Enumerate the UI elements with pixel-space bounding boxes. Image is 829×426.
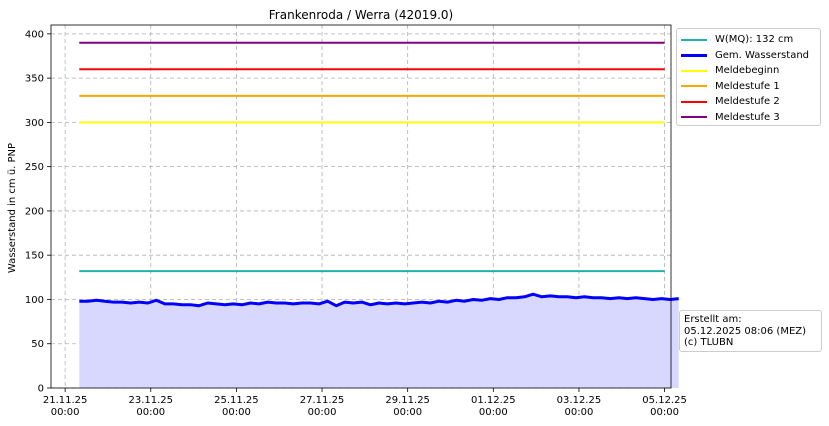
- y-tick-label: 0: [38, 384, 44, 395]
- y-tick-label: 50: [31, 339, 44, 350]
- x-tick-time: 00:00: [136, 407, 165, 418]
- legend-item: Gem. Wasserstand: [681, 49, 809, 62]
- copyright: (c) TLUBN: [684, 337, 734, 348]
- x-tick-time: 00:00: [308, 407, 337, 418]
- x-tick-time: 00:00: [565, 407, 594, 418]
- x-tick-date: 03.12.25: [557, 395, 602, 406]
- legend-swatch: [681, 69, 707, 72]
- x-tick-date: 23.11.25: [128, 395, 173, 406]
- x-tick-date: 01.12.25: [471, 395, 516, 406]
- legend-label: Gem. Wasserstand: [715, 49, 810, 61]
- x-tick-time: 00:00: [51, 407, 80, 418]
- x-tick-time: 00:00: [650, 407, 679, 418]
- created-timestamp: 05.12.2025 08:06 (MEZ): [684, 325, 807, 337]
- y-tick-label: 300: [25, 118, 44, 129]
- y-tick-label: 100: [25, 295, 44, 306]
- y-tick-label: 150: [25, 251, 44, 262]
- info-box: Erstellt am: 05.12.2025 08:06 (MEZ) (c) …: [679, 310, 822, 352]
- x-tick-date: 29.11.25: [385, 395, 430, 406]
- x-tick-date: 27.11.25: [300, 395, 345, 406]
- x-tick-date: 21.11.25: [43, 395, 88, 406]
- y-tick-label: 200: [25, 206, 44, 217]
- y-tick-label: 350: [25, 74, 44, 85]
- chart-title: Frankenroda / Werra (42019.0): [269, 8, 453, 22]
- legend-item: W(MQ): 132 cm: [681, 33, 793, 46]
- legend-swatch: [681, 116, 707, 118]
- y-ticks: 0 50 100 150 200 250 300 350 400: [25, 29, 51, 395]
- series-line-0: [79, 292, 679, 308]
- legend-item: Meldestufe 1: [681, 80, 780, 93]
- legend: W(MQ): 132 cm Gem. Wasserstand Meldebeginn…: [676, 28, 821, 126]
- legend-label: Meldestufe 2: [715, 96, 780, 107]
- legend-swatch: [681, 85, 707, 87]
- threshold-lines: [79, 41, 665, 273]
- legend-swatch: [681, 53, 707, 57]
- series-area-0: [79, 294, 679, 388]
- plot-frame: [50, 24, 672, 389]
- series-lines: [79, 292, 679, 308]
- legend-item: Meldestufe 2: [681, 95, 780, 108]
- legend-label: Meldestufe 3: [715, 111, 780, 123]
- x-tick-time: 00:00: [393, 407, 422, 418]
- y-tick-label: 250: [25, 162, 44, 173]
- legend-swatch: [681, 100, 707, 103]
- legend-item: Meldebeginn: [681, 64, 779, 77]
- legend-label: W(MQ): 132 cm: [715, 34, 794, 45]
- x-tick-time: 00:00: [479, 407, 508, 418]
- legend-item: Meldestufe 3: [681, 111, 780, 124]
- legend-label: Meldebeginn: [715, 65, 780, 76]
- x-tick-date: 05.12.25: [642, 395, 687, 406]
- x-tick-date: 25.11.25: [214, 395, 259, 406]
- axes: [50, 24, 672, 389]
- y-axis-label: Wasserstand in cm ü. PNP: [7, 143, 18, 273]
- x-ticks: 21.11.2500:0023.11.2500:0025.11.2500:002…: [43, 388, 687, 418]
- created-label: Erstellt am:: [684, 314, 742, 325]
- area-fill: [79, 294, 679, 388]
- y-tick-label: 400: [25, 29, 44, 40]
- legend-swatch: [681, 38, 707, 41]
- x-tick-time: 00:00: [222, 407, 251, 418]
- legend-label: Meldestufe 1: [715, 80, 780, 92]
